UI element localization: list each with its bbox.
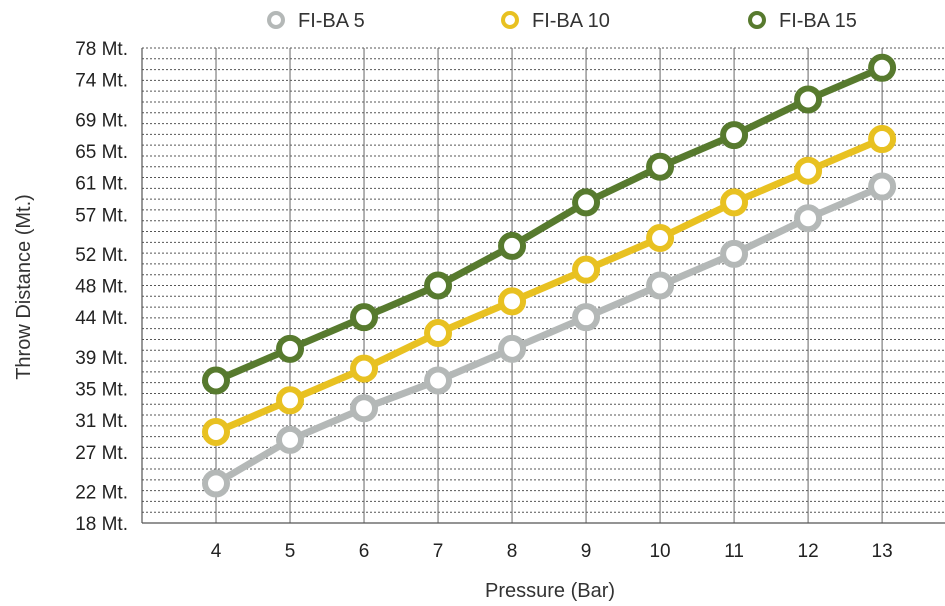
legend-marker [267,11,285,29]
data-point [424,271,453,300]
x-tick-label: 12 [798,541,819,562]
x-tick-label: 7 [433,541,444,562]
data-point [720,239,749,268]
y-tick-label: 69 Mt. [75,110,128,131]
data-point [350,303,379,332]
legend-label: FI-BA 10 [532,10,610,32]
y-tick-label: 39 Mt. [75,348,128,369]
data-point [794,85,823,114]
x-tick-label: 9 [581,541,592,562]
data-point [720,121,749,150]
x-tick-label: 4 [211,541,222,562]
data-point [572,188,601,217]
data-point [498,231,527,260]
x-tick-label: 5 [285,541,296,562]
y-axis-label: Throw Distance (Mt.) [13,194,35,380]
data-point [572,255,601,284]
data-point [868,53,897,82]
y-tick-label: 78 Mt. [75,39,128,60]
data-point [646,271,675,300]
data-point [202,417,231,446]
x-tick-label: 10 [649,541,670,562]
data-point [572,303,601,332]
x-axis-label: Pressure (Bar) [485,580,615,602]
y-tick-label: 65 Mt. [75,142,128,163]
data-point [868,125,897,154]
legend-marker [748,11,766,29]
series-line [212,183,886,487]
data-point [498,334,527,363]
y-axis-ticks: 18 Mt. 22 Mt. 27 Mt. 31 Mt. 35 Mt. 39 Mt. 44 M… [75,39,128,535]
x-axis-ticks: 4 5 6 7 8 9 10 11 12 13 [211,541,893,562]
y-tick-label: 48 Mt. [75,277,128,298]
legend: FI-BA 5 FI-BA 10 FI-BA 15 [267,10,857,32]
x-tick-label: 8 [507,541,518,562]
x-tick-label: 6 [359,541,370,562]
legend-item: FI-BA 15 [748,10,857,32]
data-point [202,469,231,498]
y-tick-label: 18 Mt. [75,514,128,535]
x-tick-label: 13 [872,541,893,562]
y-tick-label: 27 Mt. [75,443,128,464]
y-tick-label: 61 Mt. [75,174,128,195]
series-3 [202,53,897,395]
series-line [212,64,886,384]
grid [141,47,945,524]
series-2 [202,125,897,446]
data-point [794,204,823,233]
data-point [276,386,305,415]
legend-item: FI-BA 5 [267,10,365,32]
y-tick-label: 44 Mt. [75,308,128,329]
data-point [424,366,453,395]
data-point [350,394,379,423]
y-tick-label: 74 Mt. [75,71,128,92]
y-tick-label: 35 Mt. [75,379,128,400]
series-line [212,135,886,436]
data-point [424,319,453,347]
y-tick-label: 52 Mt. [75,245,128,266]
data-point [498,287,527,316]
y-tick-label: 22 Mt. [75,482,128,503]
data-point [646,224,675,252]
y-tick-label: 57 Mt. [75,205,128,226]
data-point [868,172,897,201]
data-point [202,366,231,395]
legend-marker [501,11,519,29]
data-point [794,156,823,185]
data-point [646,152,675,181]
legend-item: FI-BA 10 [501,10,610,32]
y-tick-label: 31 Mt. [75,411,128,432]
legend-label: FI-BA 5 [298,10,365,32]
data-point [276,334,305,363]
data-point [276,425,305,454]
series-layer [202,53,897,498]
series-1 [202,172,897,498]
legend-label: FI-BA 15 [779,10,857,32]
x-tick-label: 11 [724,541,744,562]
data-point [350,354,379,383]
data-point [720,188,749,217]
